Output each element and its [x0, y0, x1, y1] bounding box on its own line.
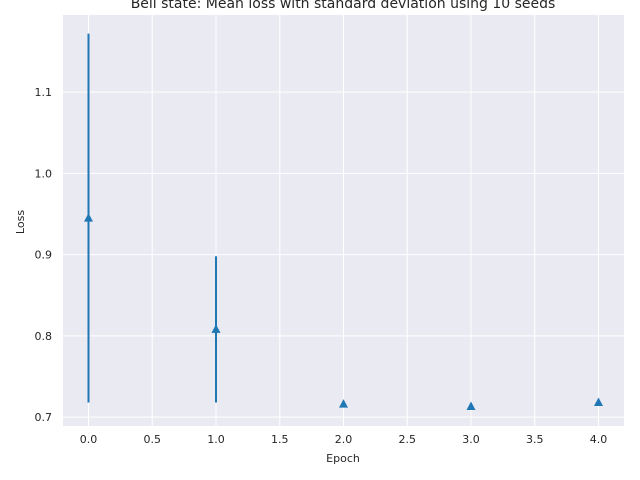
x-tick-label: 3.5: [526, 433, 544, 446]
y-tick-label: 0.7: [35, 411, 53, 424]
data-point-triangle: [84, 213, 93, 222]
x-tick-label: 1.5: [271, 433, 289, 446]
data-point-triangle: [339, 399, 348, 408]
y-tick-labels: 0.7 0.8 0.9 1.0 1.1: [35, 86, 53, 424]
data-point-triangle: [211, 324, 221, 333]
data-marks: [84, 33, 603, 411]
grid: [63, 15, 624, 426]
y-tick-label: 1.1: [35, 86, 53, 99]
x-tick-label: 3.0: [462, 433, 480, 446]
x-tick-label: 1.0: [207, 433, 225, 446]
y-tick-label: 1.0: [35, 167, 53, 180]
x-axis-label: Epoch: [326, 452, 360, 465]
x-tick-label: 2.5: [399, 433, 417, 446]
x-tick-labels: 0.0 0.5 1.0 1.5 2.0 2.5 3.0 3.5 4.0: [80, 433, 608, 446]
x-tick-label: 4.0: [590, 433, 608, 446]
data-point-triangle: [594, 397, 603, 406]
x-tick-label: 0.0: [80, 433, 98, 446]
x-tick-label: 2.0: [335, 433, 353, 446]
y-tick-label: 0.8: [35, 330, 53, 343]
chart-title: Bell state: Mean loss with standard devi…: [131, 0, 556, 12]
y-tick-label: 0.9: [35, 249, 53, 262]
y-axis-label: Loss: [14, 210, 27, 234]
x-tick-label: 0.5: [144, 433, 162, 446]
data-point-triangle: [466, 401, 476, 411]
